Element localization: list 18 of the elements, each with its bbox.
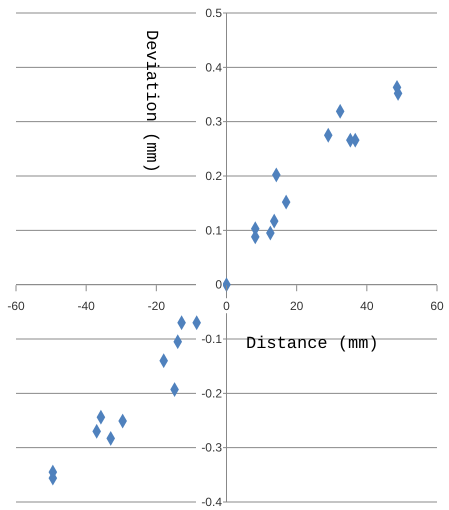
y-tick-label: 0.3 (205, 114, 222, 129)
y-tick-label: -0.2 (201, 386, 222, 400)
x-tick-label: -60 (7, 299, 25, 314)
x-tick-label: 60 (430, 299, 444, 314)
y-tick-label: -0.3 (201, 440, 222, 455)
y-tick-label: 0.5 (205, 6, 222, 20)
x-axis-title: Distance (mm) (246, 335, 379, 354)
y-tick-label: -0.4 (201, 495, 222, 509)
y-tick-label: -0.1 (201, 332, 222, 346)
x-tick-label: -40 (77, 299, 96, 314)
y-tick-label: 0.2 (205, 169, 222, 183)
y-tick-label: 0.1 (205, 223, 222, 238)
x-tick-label: -20 (148, 299, 166, 314)
x-tick-label: 20 (290, 299, 304, 314)
y-axis-title: Deviation (mm) (141, 30, 160, 173)
y-tick-label: 0 (215, 278, 222, 292)
x-tick-label: 40 (360, 299, 374, 314)
y-tick-label: 0.4 (205, 60, 222, 74)
